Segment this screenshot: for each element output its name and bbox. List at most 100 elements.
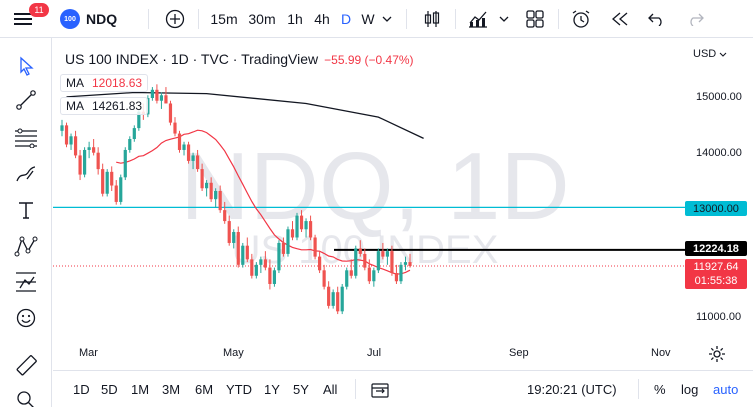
watermark-main: NDQ, 1D <box>180 133 569 240</box>
timeframe-dropdown[interactable] <box>381 0 393 38</box>
candle-body <box>164 95 168 104</box>
candle-body <box>277 242 281 271</box>
tf-1h[interactable]: 1h <box>287 11 303 27</box>
candle-body <box>78 155 82 175</box>
currency-selector[interactable]: USD <box>693 48 727 60</box>
candle-body <box>268 267 272 284</box>
ma-legend-1[interactable]: MA 12018.63 <box>60 74 149 92</box>
range-1y[interactable]: 1Y <box>264 382 280 397</box>
range-5d[interactable]: 5D <box>101 382 118 397</box>
clock[interactable]: 19:20:21 (UTC) <box>527 382 617 397</box>
compare-button[interactable] <box>162 0 188 38</box>
tf-15m[interactable]: 15m <box>210 11 238 27</box>
candle-body <box>96 152 100 170</box>
candle-body <box>236 232 240 265</box>
legend-title: US 100 INDEX · 1D · TVC · TradingView <box>65 51 319 67</box>
candle-body <box>299 215 304 230</box>
candle-body <box>209 182 213 200</box>
range-ytd[interactable]: YTD <box>226 382 252 397</box>
indicators-icon <box>469 11 487 28</box>
chart-settings-button[interactable] <box>708 345 726 368</box>
measure-tool[interactable] <box>12 352 40 380</box>
candle-body <box>232 232 236 243</box>
candles-group <box>60 84 412 315</box>
bottom-toolbar: 1D 5D 1M 3M 6M YTD 1Y 5Y All 19:20:21 (U… <box>53 370 753 407</box>
last-price: 11927.64 <box>693 261 739 273</box>
replay-button[interactable] <box>608 0 632 38</box>
tf-w[interactable]: W <box>361 11 375 27</box>
candles-icon <box>424 11 440 27</box>
log-toggle[interactable]: log <box>681 382 699 397</box>
tf-30m[interactable]: 30m <box>248 11 276 27</box>
indicators-button[interactable] <box>466 0 490 38</box>
candle-body <box>241 245 245 265</box>
candle-body <box>137 111 141 129</box>
range-1m[interactable]: 1M <box>131 382 150 397</box>
pattern-tool[interactable] <box>12 232 40 260</box>
price-chart[interactable]: NDQ, 1D US 100 INDEX <box>53 39 753 369</box>
undo-button[interactable] <box>645 0 669 38</box>
ma-legend-2[interactable]: MA 14261.83 <box>60 97 149 115</box>
layout-button[interactable] <box>523 0 547 38</box>
trend-line-tool[interactable] <box>12 86 40 114</box>
candle-body <box>272 270 277 284</box>
separator <box>455 9 456 29</box>
price-tick: 15000.00 <box>696 91 742 103</box>
plus-circle-icon <box>165 9 185 29</box>
candle-body <box>281 242 286 254</box>
goto-date-button[interactable] <box>371 371 389 407</box>
range-1d[interactable]: 1D <box>73 382 90 397</box>
candle-body <box>182 144 186 150</box>
brush-icon <box>16 166 36 182</box>
time-tick: May <box>223 347 244 359</box>
indicators-dropdown[interactable] <box>498 0 510 38</box>
brush-tool[interactable] <box>12 160 40 188</box>
candle-body <box>331 292 335 306</box>
tf-4h[interactable]: 4h <box>314 11 330 27</box>
level-13000-label: 13000.00 <box>685 201 747 216</box>
separator <box>638 379 639 399</box>
candle-body <box>399 264 403 282</box>
candle-body <box>385 251 390 257</box>
candle-body <box>159 95 164 101</box>
cursor-tool[interactable] <box>12 52 40 80</box>
chart-type-button[interactable] <box>420 0 444 38</box>
redo-icon <box>690 13 704 26</box>
candle-body <box>390 251 394 274</box>
symbol-search-button[interactable]: 100 NDQ <box>60 0 130 38</box>
symbol-name: NDQ <box>86 11 118 27</box>
icons-tool[interactable] <box>12 304 40 332</box>
cursor-arrow-icon <box>20 56 34 76</box>
range-all[interactable]: All <box>323 382 338 397</box>
tf-d[interactable]: D <box>340 11 352 27</box>
candle-body <box>114 185 118 202</box>
text-tool[interactable] <box>12 196 40 224</box>
separator <box>558 9 559 29</box>
drawing-toolbar <box>0 38 52 407</box>
candle-body <box>128 139 132 150</box>
fib-tool[interactable] <box>12 124 40 152</box>
zoom-tool[interactable] <box>12 386 40 407</box>
menu-button[interactable] <box>8 0 38 38</box>
gear-icon <box>709 346 725 362</box>
candle-body <box>223 210 227 222</box>
level-12224-label: 12224.18 <box>685 241 747 256</box>
candle-body <box>318 256 322 271</box>
range-3m[interactable]: 3M <box>162 382 181 397</box>
alert-button[interactable] <box>569 0 593 38</box>
redo-button[interactable] <box>683 0 707 38</box>
candle-body <box>263 259 267 268</box>
range-5y[interactable]: 5Y <box>293 382 309 397</box>
ma-label: MA <box>66 99 84 113</box>
magnifier-icon <box>17 391 34 407</box>
auto-toggle[interactable]: auto <box>713 382 739 397</box>
percent-toggle[interactable]: % <box>654 382 666 397</box>
candle-body <box>64 125 69 145</box>
range-6m[interactable]: 6M <box>195 382 214 397</box>
chevron-down-icon <box>382 16 392 22</box>
separator <box>355 379 356 399</box>
symbol-logo: 100 <box>60 9 80 29</box>
candle-body <box>327 286 331 306</box>
undo-icon <box>648 13 662 26</box>
prediction-tool[interactable] <box>12 268 40 296</box>
